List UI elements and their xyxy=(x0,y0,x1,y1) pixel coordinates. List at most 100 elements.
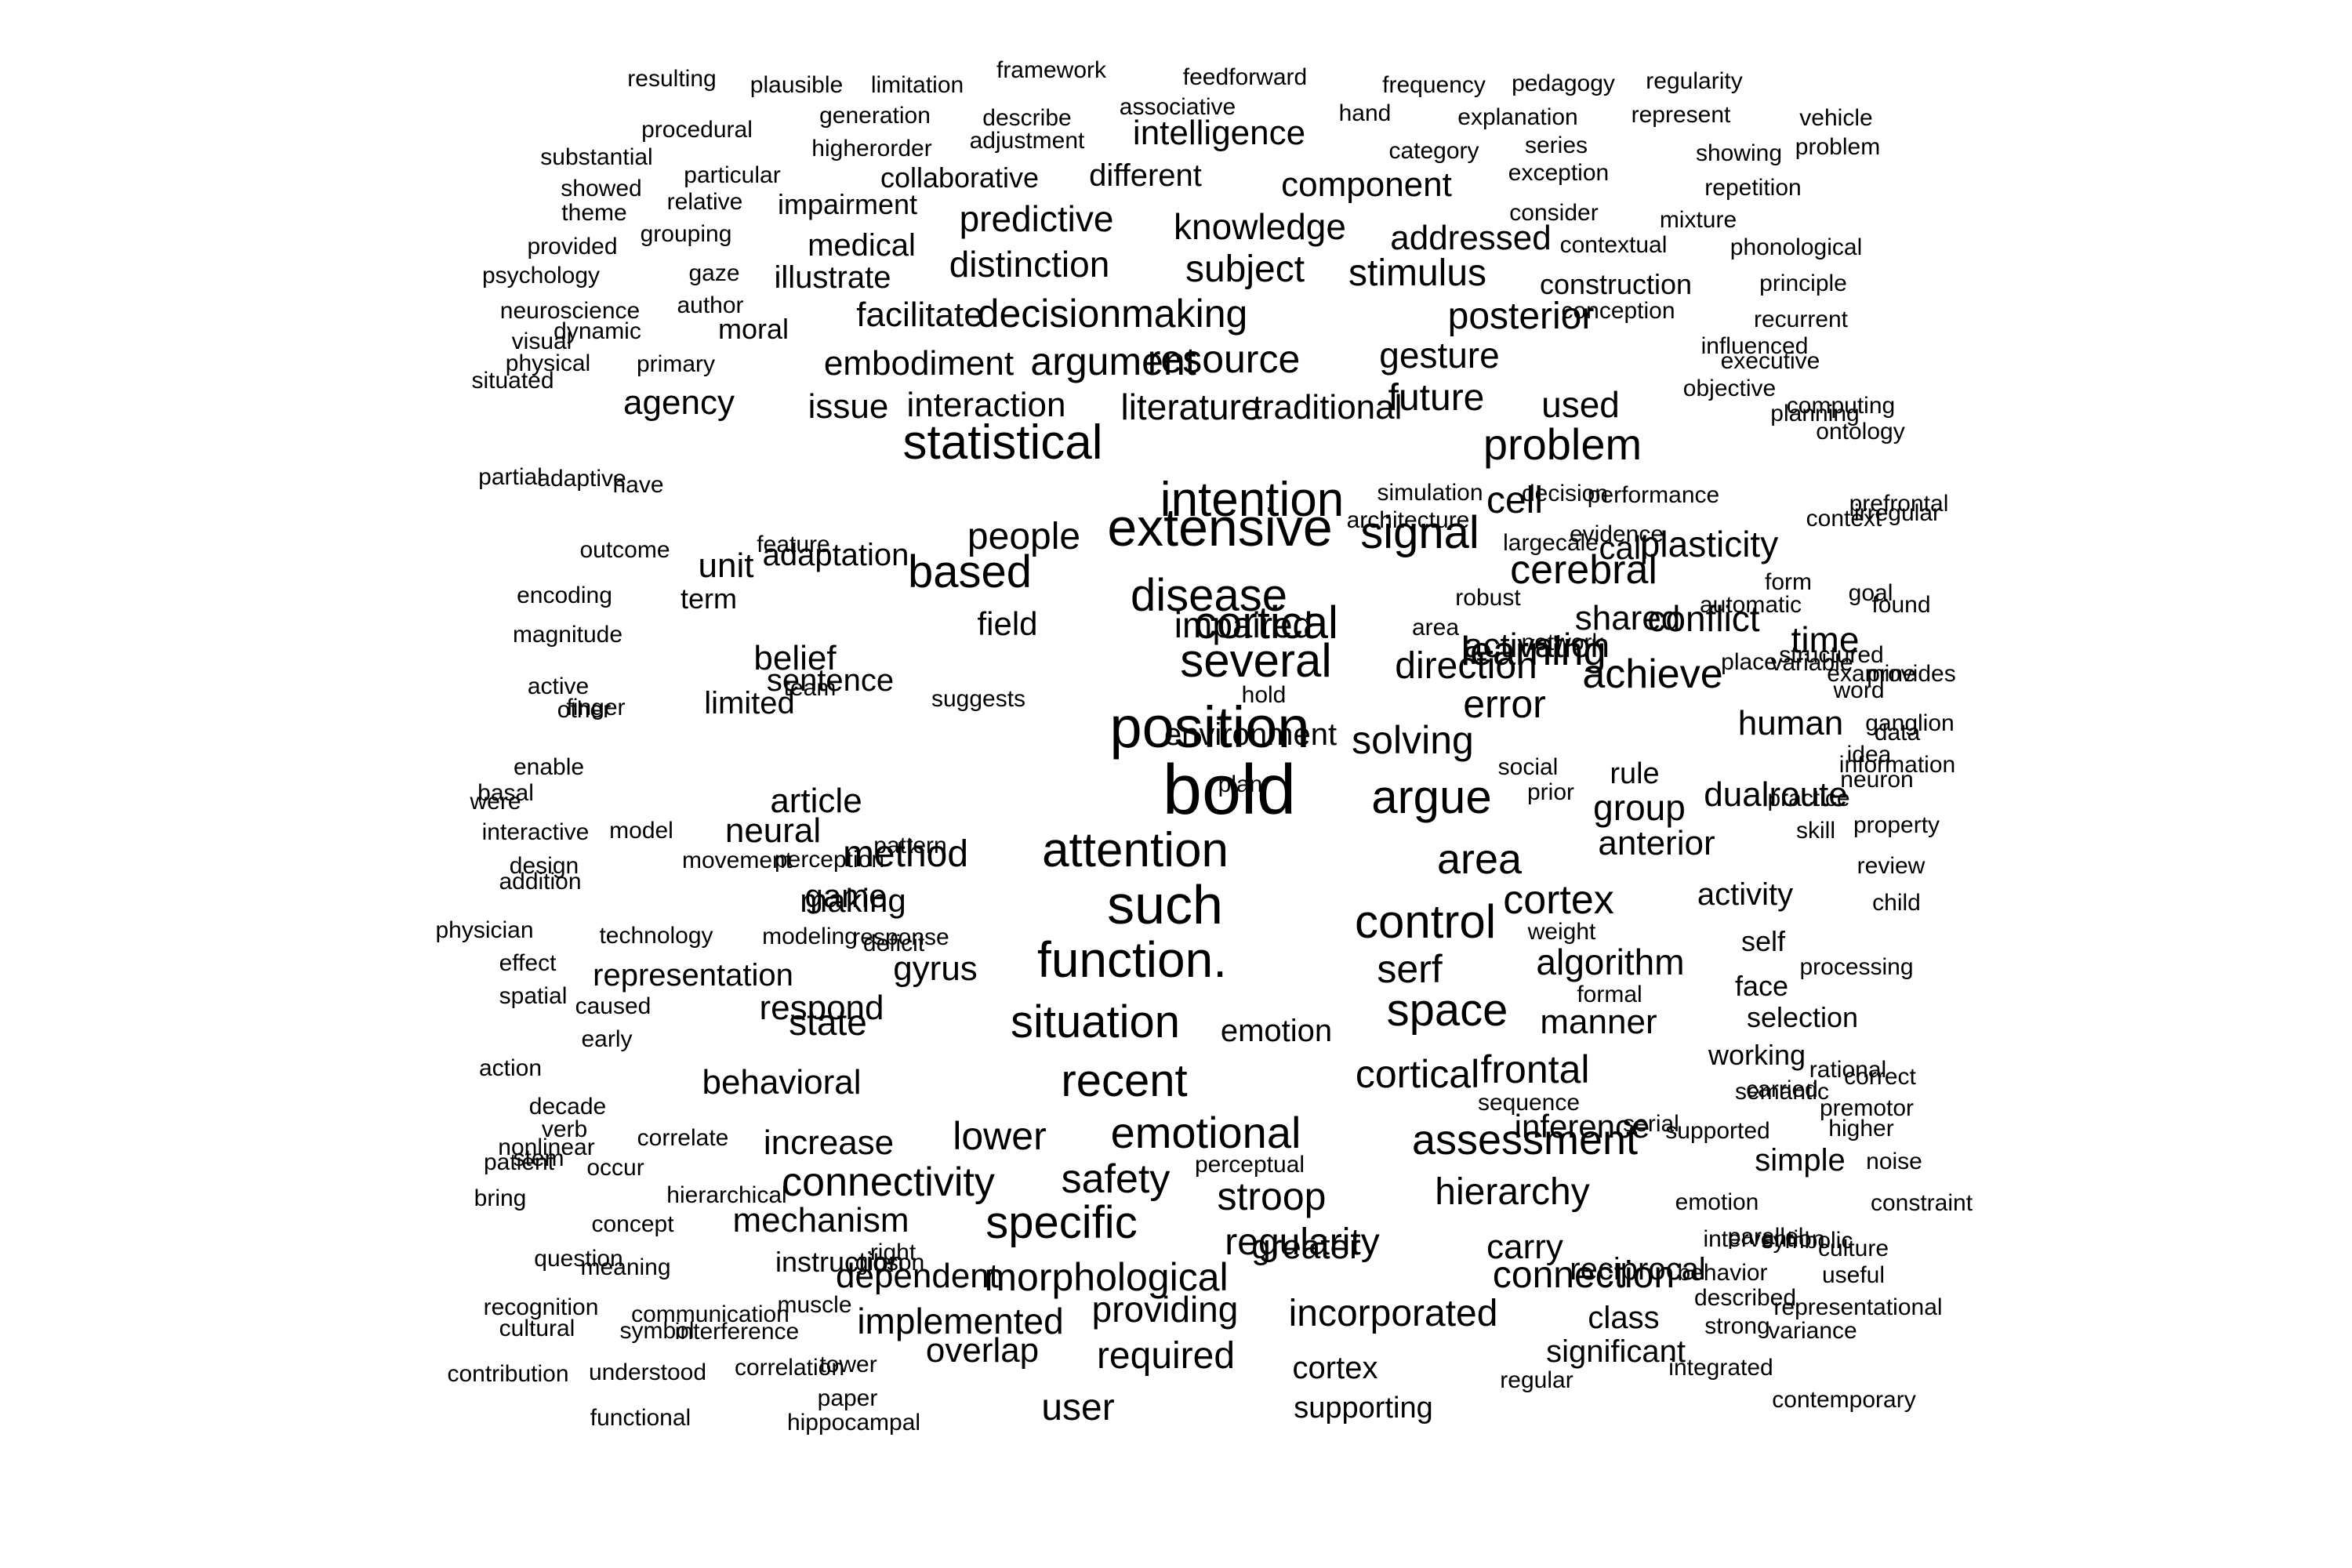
cloud-word: review xyxy=(1857,853,1926,879)
cloud-word: simple xyxy=(1755,1143,1846,1178)
cloud-word: specific xyxy=(985,1197,1138,1248)
cloud-word: conception xyxy=(1561,298,1675,324)
cloud-word: overlap xyxy=(925,1331,1040,1370)
cloud-word: mechanism xyxy=(732,1201,909,1240)
cloud-word: weight xyxy=(1527,919,1596,945)
cloud-word: meaning xyxy=(580,1254,671,1280)
cloud-word: contemporary xyxy=(1772,1387,1916,1413)
cloud-word: cortex xyxy=(1503,877,1614,923)
cloud-word: position xyxy=(1109,695,1310,760)
cloud-word: decisionmaking xyxy=(977,292,1248,336)
cloud-word: technology xyxy=(599,923,713,949)
cloud-word: model xyxy=(609,818,673,844)
cloud-word: based xyxy=(907,546,1033,597)
cloud-word: hold xyxy=(1241,682,1287,708)
cloud-word: intention xyxy=(1160,473,1345,527)
cloud-word: other xyxy=(557,697,612,723)
cloud-word: implemented xyxy=(857,1301,1064,1341)
cloud-word: working xyxy=(1708,1039,1806,1071)
cloud-word: solving xyxy=(1352,718,1474,762)
cloud-word: method xyxy=(842,833,969,875)
cloud-word: substantial xyxy=(540,144,653,170)
cloud-word: future xyxy=(1388,377,1485,419)
cloud-word: different xyxy=(1089,158,1202,193)
cloud-word: human xyxy=(1737,704,1844,742)
cloud-word: deficit xyxy=(862,931,925,956)
cloud-word: generation xyxy=(819,103,931,129)
cloud-word: computing xyxy=(1786,393,1896,419)
cloud-word: strong xyxy=(1704,1313,1770,1339)
cloud-word: resource xyxy=(1147,337,1301,381)
cloud-word: rational xyxy=(1809,1057,1887,1083)
cloud-word: higher xyxy=(1828,1116,1894,1142)
cloud-word: disease xyxy=(1131,570,1287,621)
cloud-word: planning xyxy=(1770,401,1860,426)
cloud-word: network xyxy=(1521,630,1604,655)
cloud-word: hierarchical xyxy=(666,1182,787,1208)
cloud-word: serial xyxy=(1623,1111,1679,1137)
cloud-word: hippocampal xyxy=(786,1410,921,1436)
cloud-word: collaborative xyxy=(880,162,1040,194)
cloud-word: constraint xyxy=(1870,1190,1973,1216)
cloud-word: muscle xyxy=(777,1292,852,1318)
cloud-word: relative xyxy=(666,189,743,215)
cloud-word: processing xyxy=(1799,954,1914,980)
cloud-word: emotional xyxy=(1110,1108,1301,1157)
cloud-word: noise xyxy=(1866,1149,1922,1174)
cloud-word: problem xyxy=(1483,419,1642,469)
cloud-word: design xyxy=(509,853,579,879)
cloud-word: semantic xyxy=(1734,1079,1830,1105)
cloud-word: simulation xyxy=(1377,480,1483,506)
cloud-word: issue xyxy=(808,387,889,426)
cloud-word: recognition xyxy=(483,1294,599,1320)
cloud-word: context xyxy=(1806,506,1882,532)
cloud-word: statistical xyxy=(902,416,1103,470)
cloud-word: irregular xyxy=(1853,500,1941,526)
cloud-word: nonlinear xyxy=(498,1134,595,1160)
cloud-word: algorithm xyxy=(1536,942,1685,982)
cloud-word: frequency xyxy=(1382,72,1486,98)
cloud-word: paper xyxy=(817,1385,878,1411)
cloud-word: inference xyxy=(1514,1108,1650,1145)
cloud-word: primary xyxy=(636,351,716,377)
cloud-word: skill xyxy=(1796,818,1835,844)
cloud-word: argue xyxy=(1371,771,1492,823)
cloud-word: suggests xyxy=(931,686,1026,712)
cloud-word: belief xyxy=(753,639,837,677)
cloud-word: gesture xyxy=(1379,335,1500,376)
cloud-word: regularity xyxy=(1225,1221,1380,1263)
cloud-word: learning xyxy=(1461,629,1606,674)
cloud-word: area xyxy=(1411,615,1460,641)
cloud-word: plasticity xyxy=(1639,524,1779,564)
cloud-word: achieve xyxy=(1582,652,1723,697)
cloud-word: tower xyxy=(819,1352,877,1377)
cloud-word: found xyxy=(1871,592,1931,618)
cloud-word: stroop xyxy=(1217,1174,1327,1218)
cloud-word: procedural xyxy=(641,117,753,143)
cloud-word: were xyxy=(470,789,521,815)
cloud-word: adaptation xyxy=(762,538,909,572)
cloud-word: error xyxy=(1463,682,1546,726)
cloud-word: used xyxy=(1541,384,1620,425)
cloud-word: category xyxy=(1388,138,1479,164)
cloud-word: enable xyxy=(513,754,585,780)
cloud-word: patient xyxy=(483,1149,555,1175)
cloud-word: making xyxy=(800,882,906,919)
cloud-word: interaction xyxy=(906,386,1066,424)
cloud-word: evidence xyxy=(1569,521,1664,547)
cloud-word: self xyxy=(1740,925,1786,957)
cloud-word: group xyxy=(1593,787,1686,828)
cloud-word: limitation xyxy=(870,72,964,98)
cloud-word: provided xyxy=(527,234,618,260)
cloud-word: vehicle xyxy=(1799,105,1873,131)
cloud-word: traditional xyxy=(1252,388,1403,426)
cloud-word: game xyxy=(804,877,887,914)
cloud-word: behavioral xyxy=(702,1063,862,1102)
cloud-word: associative xyxy=(1119,94,1236,120)
cloud-word: problem xyxy=(1795,134,1881,160)
cloud-word: prior xyxy=(1526,779,1575,805)
cloud-word: particular xyxy=(684,162,781,188)
cloud-word: situated xyxy=(471,368,554,394)
cloud-word: resulting xyxy=(627,66,717,92)
